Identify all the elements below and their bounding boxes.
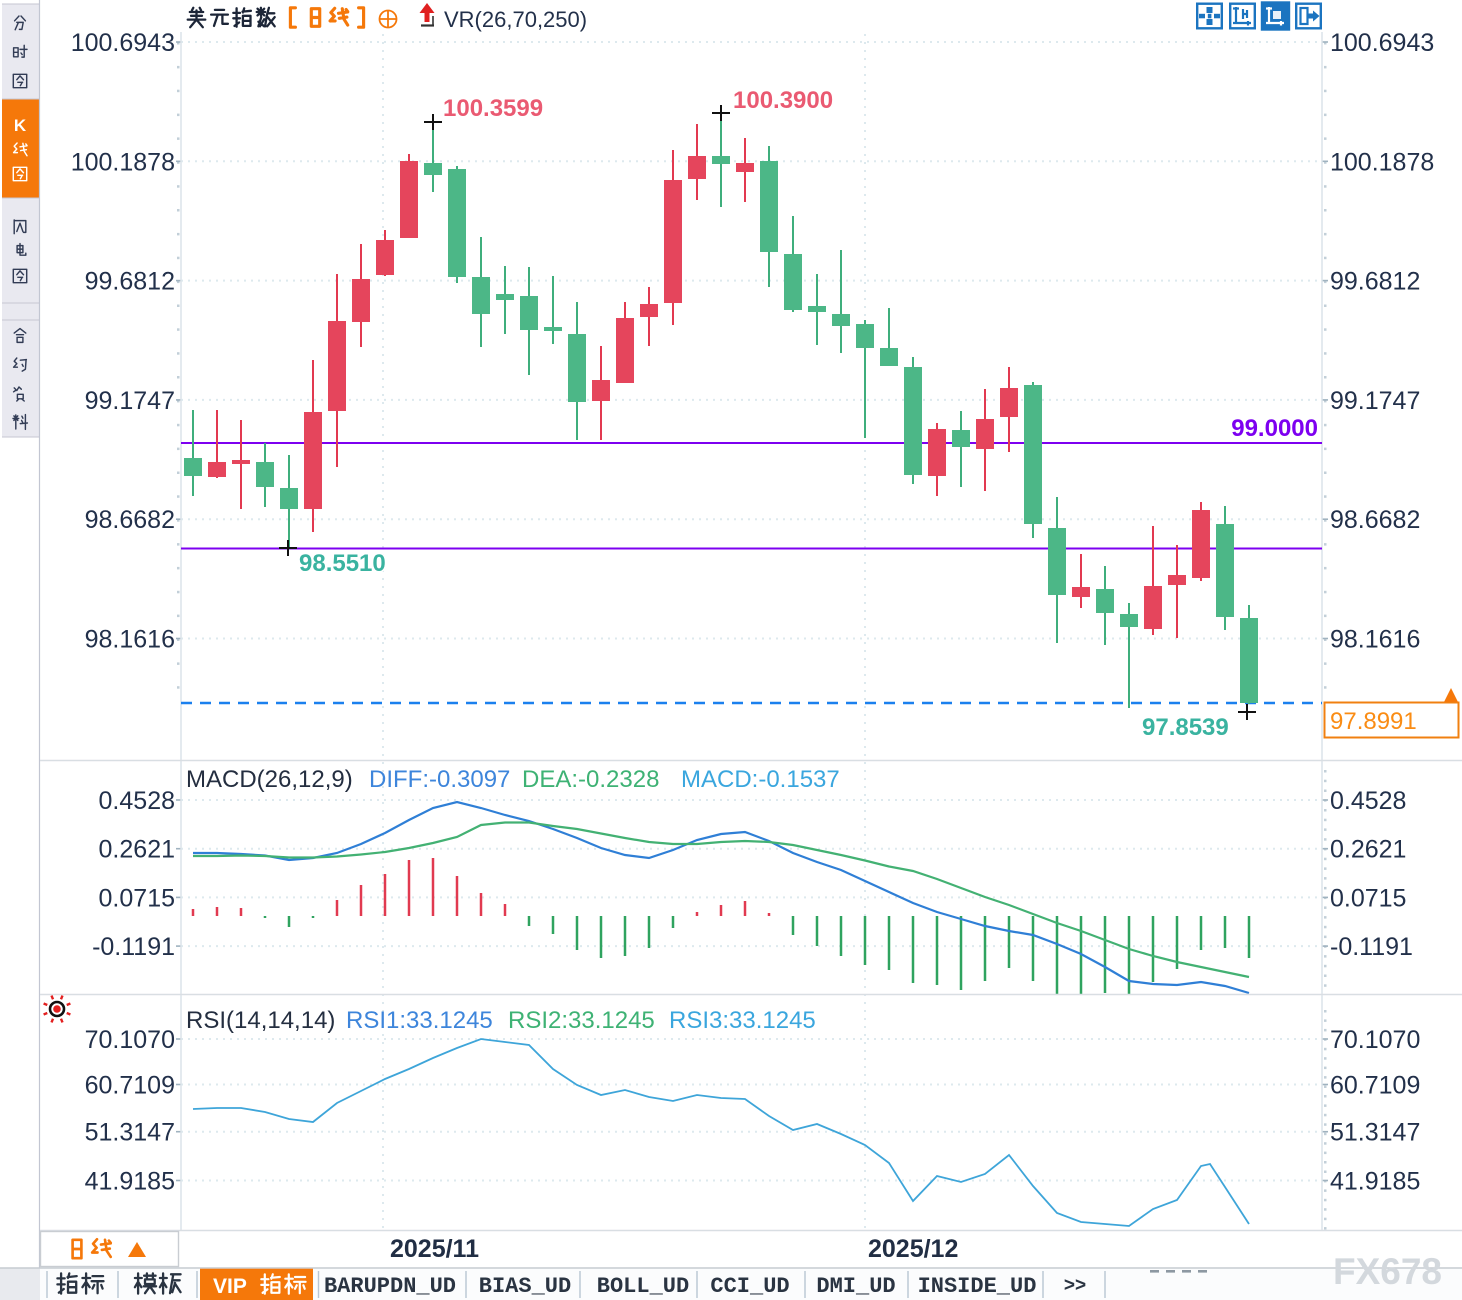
svg-text:DIFF:-0.3097: DIFF:-0.3097 [369,766,510,793]
svg-text:70.1070: 70.1070 [85,1026,175,1054]
svg-text:100.1878: 100.1878 [71,148,175,176]
svg-text:98.1616: 98.1616 [1330,626,1420,654]
svg-text:98.6682: 98.6682 [85,506,175,534]
svg-text:RSI(14,14,14): RSI(14,14,14) [186,1007,335,1034]
svg-text:RSI3:33.1245: RSI3:33.1245 [669,1007,816,1034]
svg-text:99.0000: 99.0000 [1231,415,1318,442]
svg-text:BOLL_UD: BOLL_UD [597,1274,689,1299]
svg-text:MACD:-0.1537: MACD:-0.1537 [681,766,840,793]
svg-text:100.6943: 100.6943 [1330,29,1434,57]
svg-text:97.8539: 97.8539 [1142,714,1229,741]
svg-text:51.3147: 51.3147 [1330,1119,1420,1147]
svg-text:100.3599: 100.3599 [443,95,543,122]
svg-text:FX678: FX678 [1333,1251,1442,1292]
svg-text:99.6812: 99.6812 [85,268,175,296]
svg-text:99.6812: 99.6812 [1330,268,1420,296]
svg-text:41.9185: 41.9185 [85,1168,175,1196]
svg-text:98.6682: 98.6682 [1330,506,1420,534]
svg-text:DEA:-0.2328: DEA:-0.2328 [522,766,659,793]
svg-text:0.4528: 0.4528 [1330,787,1406,815]
svg-text:0.2621: 0.2621 [99,836,175,864]
svg-text:VR(26,70,250): VR(26,70,250) [444,7,587,32]
svg-text:MACD(26,12,9): MACD(26,12,9) [186,766,353,793]
svg-text:RSI1:33.1245: RSI1:33.1245 [346,1007,493,1034]
svg-text:51.3147: 51.3147 [85,1119,175,1147]
svg-text:98.1616: 98.1616 [85,626,175,654]
svg-text:DMI_UD: DMI_UD [816,1274,895,1299]
svg-text:BIAS_UD: BIAS_UD [479,1274,571,1299]
svg-text:2025/12: 2025/12 [868,1235,958,1263]
svg-text:100.1878: 100.1878 [1330,148,1434,176]
svg-text:>>: >> [1064,1275,1086,1296]
svg-text:0.4528: 0.4528 [99,787,175,815]
svg-text:70.1070: 70.1070 [1330,1026,1420,1054]
svg-text:2025/11: 2025/11 [390,1235,479,1263]
svg-text:60.7109: 60.7109 [1330,1072,1420,1100]
svg-text:-0.1191: -0.1191 [92,933,175,961]
svg-text:100.3900: 100.3900 [733,87,833,114]
svg-text:99.1747: 99.1747 [1330,387,1420,415]
svg-text:-0.1191: -0.1191 [1330,933,1413,961]
svg-text:BARUPDN_UD: BARUPDN_UD [324,1274,456,1299]
svg-text:41.9185: 41.9185 [1330,1168,1420,1196]
svg-text:100.6943: 100.6943 [71,29,175,57]
svg-text:0.0715: 0.0715 [1330,884,1406,912]
svg-text:98.5510: 98.5510 [299,550,386,577]
svg-text:INSIDE_UD: INSIDE_UD [918,1274,1037,1299]
svg-text:0.0715: 0.0715 [99,884,175,912]
svg-text:K: K [14,116,27,135]
svg-text:99.1747: 99.1747 [85,387,175,415]
svg-text:0.2621: 0.2621 [1330,836,1406,864]
svg-text:97.8991: 97.8991 [1330,708,1417,735]
svg-text:CCI_UD: CCI_UD [710,1274,789,1299]
svg-text:RSI2:33.1245: RSI2:33.1245 [508,1007,655,1034]
svg-text:VIP: VIP [213,1275,247,1298]
svg-text:60.7109: 60.7109 [85,1072,175,1100]
